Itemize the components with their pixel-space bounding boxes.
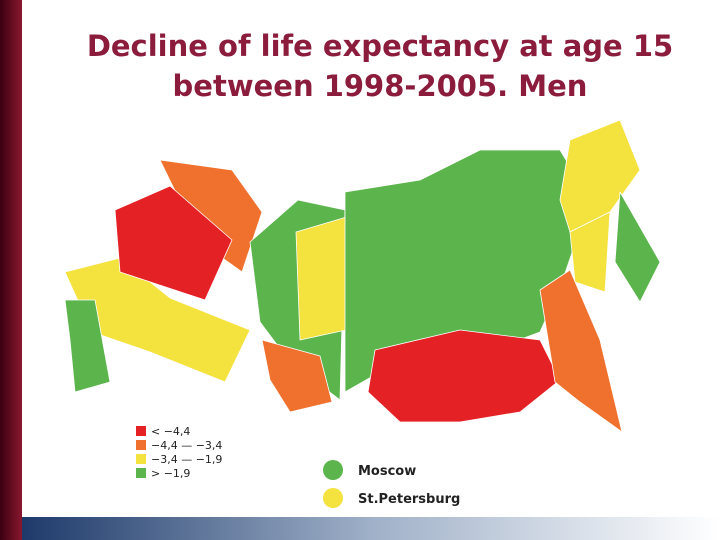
legend: < −4,4−4,4 — −3,4−3,4 — −1,9> −1,9 — [136, 425, 222, 480]
legend-label: −3,4 — −1,9 — [151, 453, 222, 466]
bottom-bar — [22, 517, 720, 540]
legend-swatch — [136, 440, 146, 450]
legend-label: < −4,4 — [151, 425, 190, 438]
title-line: Decline of life expectancy at age 15 — [87, 29, 673, 63]
marker-label: Moscow — [358, 464, 416, 479]
marker-dot — [323, 488, 343, 508]
legend-label: > −1,9 — [151, 467, 190, 480]
legend-swatch — [136, 426, 146, 436]
title-line: between 1998-2005. Men — [173, 69, 588, 103]
marker-dot — [323, 460, 343, 480]
side-bar — [0, 0, 22, 540]
marker-legend: Moscow St.Petersburg — [323, 460, 460, 508]
legend-swatch — [136, 454, 146, 464]
legend-swatch — [136, 468, 146, 478]
map — [64, 119, 661, 433]
marker-label: St.Petersburg — [358, 492, 460, 507]
legend-label: −4,4 — −3,4 — [151, 439, 222, 452]
